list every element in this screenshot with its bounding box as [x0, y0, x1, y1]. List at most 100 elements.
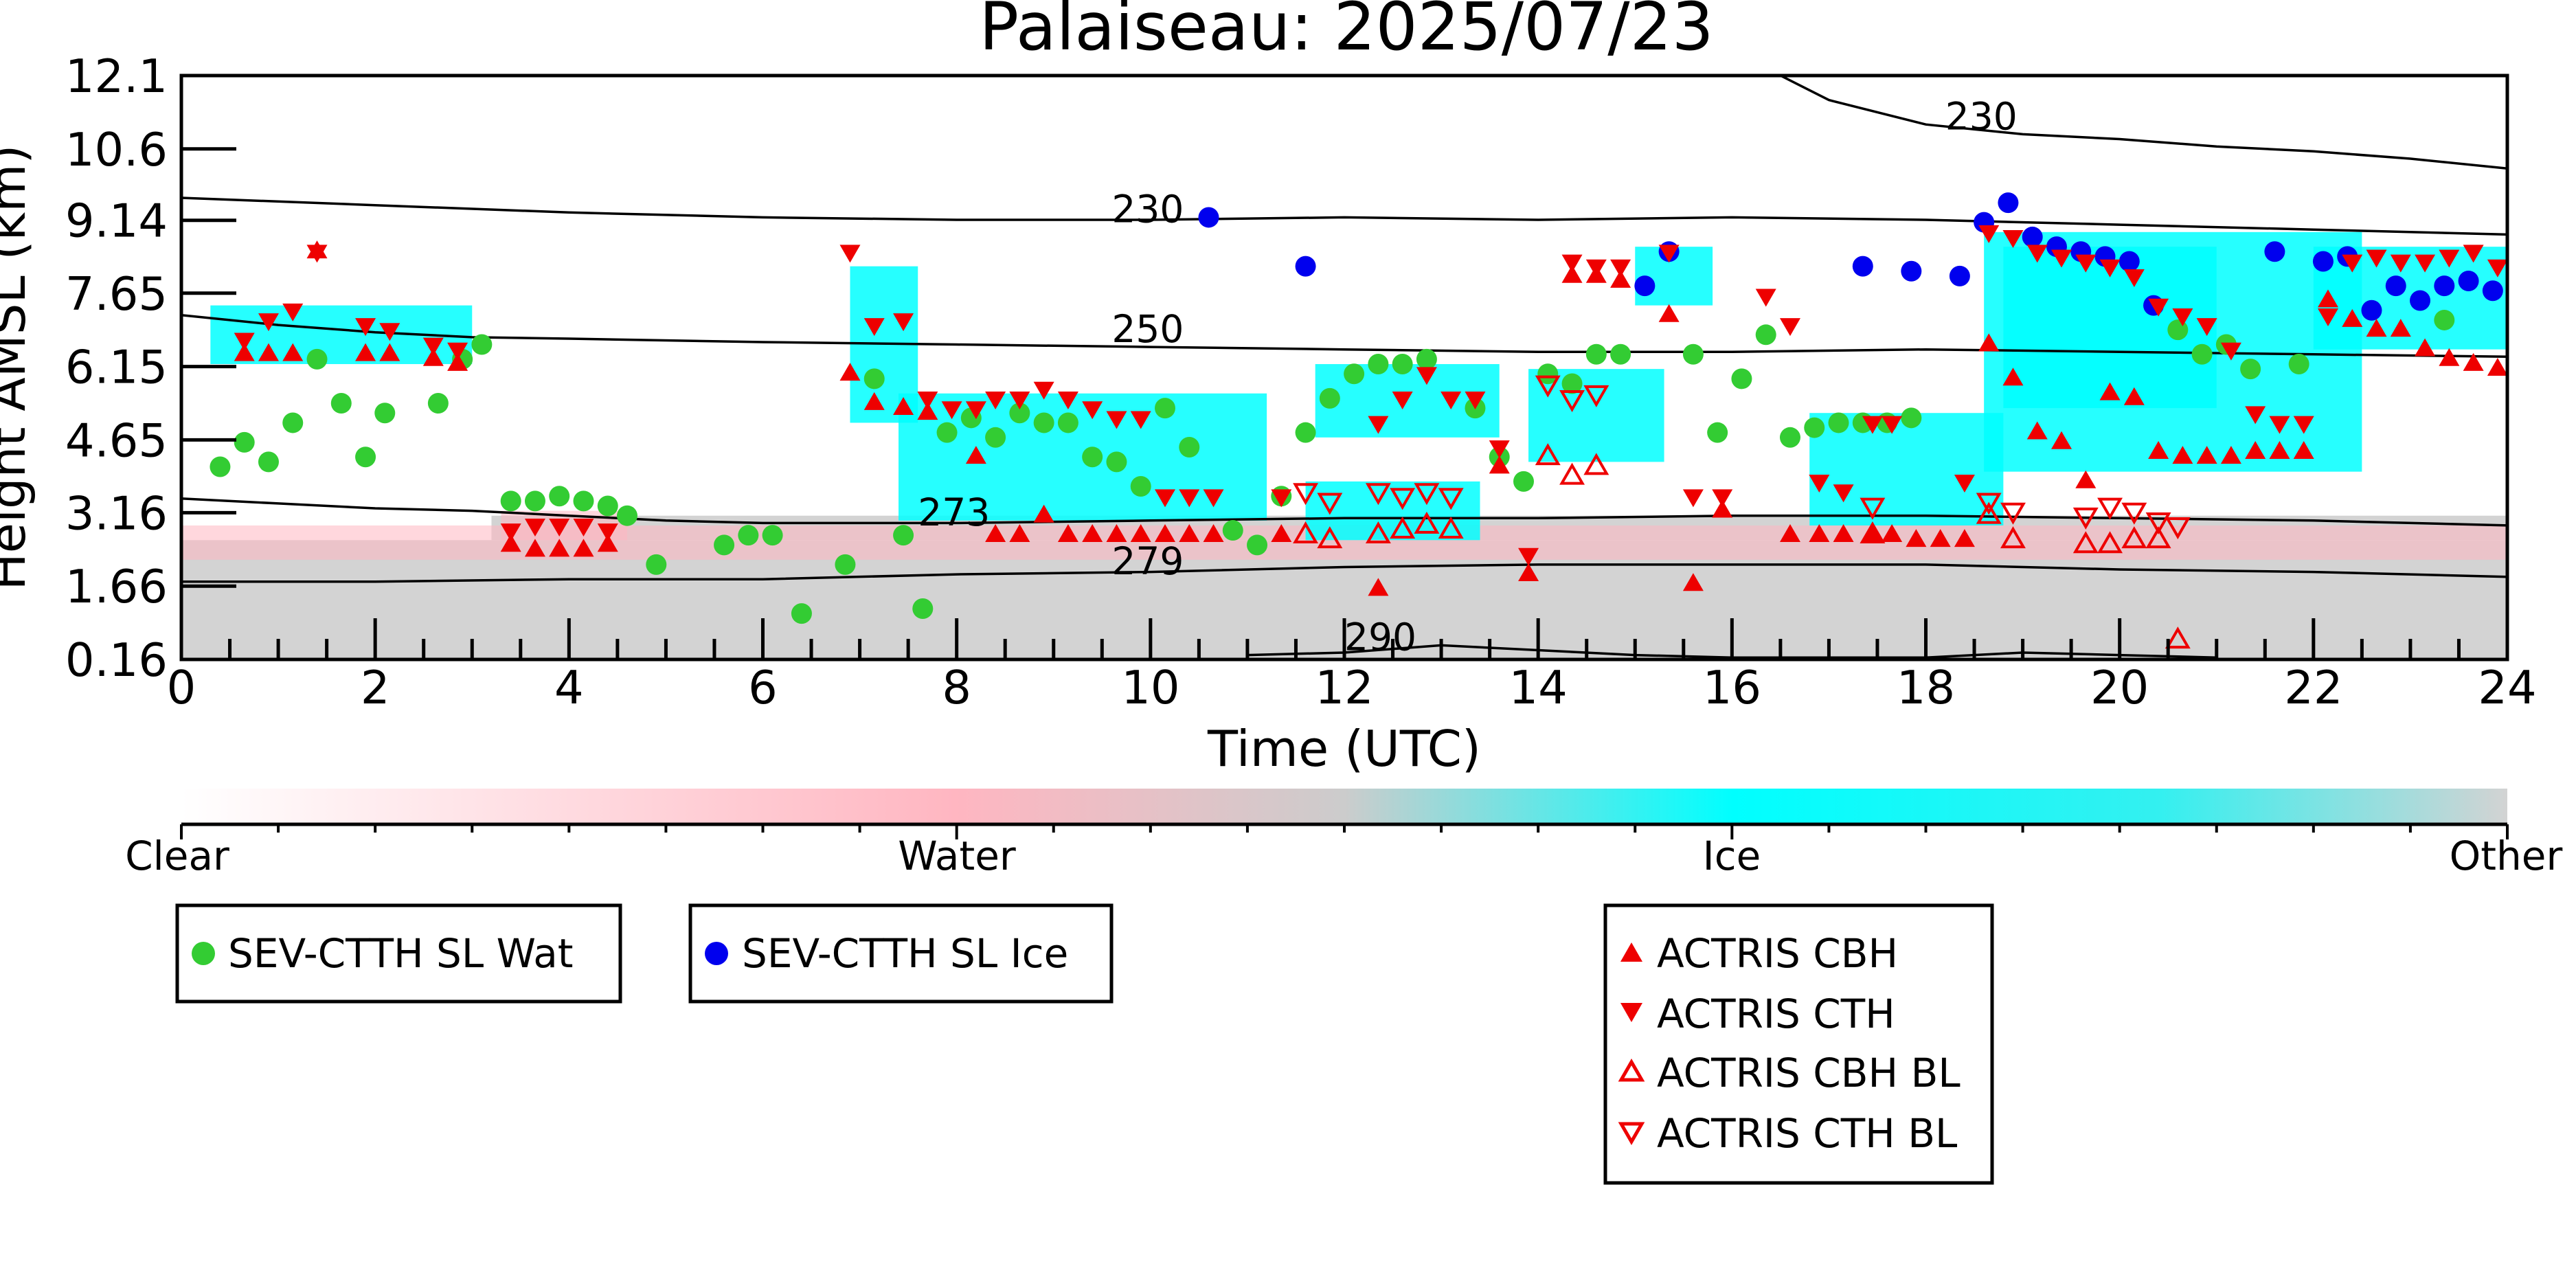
point-actris-cbh	[2002, 368, 2024, 386]
point-sev-ctth-sl-wat	[1106, 451, 1127, 473]
point-actris-cth-bl	[1317, 493, 1343, 515]
point-sev-ctth-sl-wat	[573, 490, 594, 512]
point-sev-ctth-sl-ice	[2119, 251, 2140, 272]
point-sev-ctth-sl-wat	[893, 525, 914, 546]
colorbar-label-water: Water	[898, 833, 1016, 879]
point-sev-ctth-sl-ice	[1998, 192, 2019, 214]
point-actris-cth	[1712, 489, 1733, 508]
point-actris-cbh-bl	[1583, 453, 1609, 475]
point-actris-cbh	[1610, 269, 1631, 288]
legend-marker-actris-cbh-bl	[1618, 1058, 1645, 1082]
point-sev-ctth-sl-wat	[2191, 343, 2213, 365]
x-tick-label: 16	[1703, 661, 1761, 714]
point-actris-cbh	[893, 396, 914, 415]
point-actris-cth	[1978, 225, 2000, 243]
point-actris-cbh	[1862, 524, 1883, 543]
point-actris-cbh	[985, 524, 1006, 543]
point-actris-cth	[355, 318, 376, 337]
point-sev-ctth-sl-wat	[306, 348, 328, 370]
point-actris-cth	[1755, 289, 1776, 307]
point-actris-cbh	[282, 343, 304, 361]
point-actris-cbh	[2293, 441, 2314, 460]
point-actris-cth	[1465, 391, 1486, 409]
y-tick-label: 1.66	[65, 560, 168, 613]
point-actris-cth	[941, 401, 962, 420]
point-sev-ctth-sl-wat	[1344, 363, 1365, 385]
legend-sev-wat: SEV-CTTH SL Wat	[175, 903, 622, 1004]
contour-label: 290	[1344, 615, 1416, 659]
x-axis-label: Time (UTC)	[1207, 720, 1481, 778]
point-actris-cbh	[1179, 524, 1200, 543]
point-actris-cth	[2220, 342, 2241, 361]
point-actris-cbh	[2317, 289, 2338, 308]
point-actris-cth	[1658, 245, 1680, 263]
point-sev-ctth-sl-wat	[2434, 309, 2455, 330]
point-actris-cth	[2002, 230, 2024, 249]
point-sev-ctth-sl-wat	[597, 495, 618, 517]
point-actris-cth	[573, 519, 594, 537]
point-actris-cth	[1057, 391, 1078, 409]
point-actris-cbh	[2487, 358, 2507, 376]
y-tick-label: 6.15	[65, 341, 168, 394]
legend-sev-ice: SEV-CTTH SL Ice	[688, 903, 1114, 1004]
point-sev-ctth-sl-ice	[2312, 251, 2334, 272]
point-sev-ctth-sl-wat	[2240, 359, 2261, 380]
point-sev-ctth-sl-wat	[374, 403, 396, 424]
x-tick-label: 12	[1315, 661, 1373, 714]
point-actris-cbh	[2051, 431, 2072, 449]
colorbar-label-ice: Ice	[1703, 833, 1761, 879]
point-actris-cth	[863, 318, 885, 337]
point-actris-cth	[2099, 259, 2121, 278]
point-sev-ctth-sl-wat	[2167, 319, 2189, 341]
point-sev-ctth-sl-wat	[835, 554, 856, 575]
point-actris-cbh-bl	[1976, 501, 2002, 524]
legend-label-sev-ice: SEV-CTTH SL Ice	[742, 930, 1068, 977]
point-actris-cth	[2487, 259, 2507, 278]
y-axis-label: Height AMSL (km)	[0, 145, 36, 591]
point-sev-ctth-sl-wat	[427, 392, 449, 414]
point-actris-cth	[500, 523, 521, 542]
point-actris-cbh	[2463, 352, 2484, 371]
point-actris-cbh	[1130, 524, 1151, 543]
point-actris-cth	[1862, 416, 1883, 434]
point-actris-cbh	[2366, 319, 2387, 337]
point-actris-cbh	[258, 343, 279, 361]
y-tick-label: 0.16	[65, 633, 168, 687]
point-actris-cth	[2075, 254, 2097, 273]
point-actris-cth	[839, 245, 861, 263]
contour-line	[181, 314, 2507, 359]
point-actris-cbh	[2439, 348, 2460, 366]
chart-title: Palaiseau: 2025/07/23	[979, 0, 1714, 65]
point-actris-cbh	[1978, 333, 2000, 352]
point-actris-cbh-bl	[2072, 531, 2099, 554]
point-actris-cth	[2366, 249, 2387, 268]
point-actris-cbh	[1658, 304, 1680, 322]
point-actris-cth	[1106, 411, 1127, 429]
point-actris-cth-bl	[1535, 375, 1561, 398]
point-sev-ctth-sl-wat	[1416, 348, 1437, 370]
point-actris-cth-bl	[1860, 497, 1886, 520]
point-actris-cbh	[2026, 421, 2048, 440]
point-actris-cth	[306, 245, 328, 263]
point-sev-ctth-sl-ice	[1852, 256, 1873, 277]
point-sev-ctth-sl-wat	[1707, 422, 1728, 443]
point-actris-cth	[1561, 254, 1583, 273]
point-sev-ctth-sl-wat	[616, 505, 637, 526]
y-tick-label: 10.6	[65, 123, 168, 177]
point-actris-cth	[422, 337, 444, 356]
point-sev-ctth-sl-ice	[1901, 260, 1922, 282]
point-actris-cbh-bl	[1390, 516, 1416, 539]
point-sev-ctth-sl-wat	[985, 427, 1006, 448]
legend-label-actris-cbh: ACTRIS CBH	[1657, 930, 1898, 977]
point-actris-cth-bl	[1390, 488, 1416, 510]
point-sev-ctth-sl-ice	[2361, 300, 2382, 321]
point-actris-cth	[2196, 318, 2217, 337]
point-sev-ctth-sl-ice	[2264, 241, 2285, 262]
point-actris-cbh	[1930, 529, 1951, 547]
point-actris-cth	[985, 391, 1006, 409]
colorbar-label-other: Other	[2450, 833, 2563, 879]
point-actris-cbh	[1561, 264, 1583, 283]
point-actris-cth-bl	[1559, 389, 1585, 412]
